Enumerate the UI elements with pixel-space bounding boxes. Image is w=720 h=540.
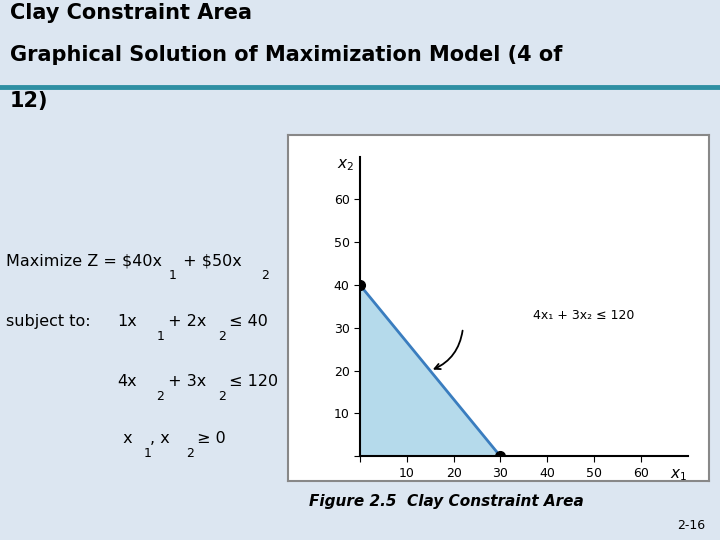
Text: , x: , x bbox=[150, 431, 170, 446]
Polygon shape bbox=[360, 285, 500, 456]
Text: 1: 1 bbox=[144, 448, 152, 461]
Text: 2: 2 bbox=[261, 269, 269, 282]
Text: ≤ 120: ≤ 120 bbox=[225, 374, 279, 389]
Text: Clay Constraint Area: Clay Constraint Area bbox=[10, 3, 252, 23]
Text: 1x: 1x bbox=[117, 314, 138, 329]
Text: Maximize Z = $40x: Maximize Z = $40x bbox=[6, 253, 162, 268]
Text: 12): 12) bbox=[10, 91, 48, 111]
Text: 2: 2 bbox=[156, 390, 164, 403]
Text: Graphical Solution of Maximization Model (4 of: Graphical Solution of Maximization Model… bbox=[10, 45, 562, 65]
Text: subject to:: subject to: bbox=[6, 314, 91, 329]
Text: + 2x: + 2x bbox=[163, 314, 206, 329]
Text: 2-16: 2-16 bbox=[678, 519, 706, 532]
Text: + $50x: + $50x bbox=[178, 253, 242, 268]
Text: + 3x: + 3x bbox=[163, 374, 206, 389]
Text: 2: 2 bbox=[186, 448, 194, 461]
Text: x: x bbox=[117, 431, 132, 446]
Text: 1: 1 bbox=[156, 330, 164, 343]
Text: 2: 2 bbox=[218, 390, 226, 403]
Text: $x_1$: $x_1$ bbox=[670, 468, 687, 483]
Text: ≥ 0: ≥ 0 bbox=[192, 431, 225, 446]
Text: 1: 1 bbox=[168, 269, 176, 282]
Text: ≤ 40: ≤ 40 bbox=[225, 314, 269, 329]
Text: 4x₁ + 3x₂ ≤ 120: 4x₁ + 3x₂ ≤ 120 bbox=[534, 308, 634, 321]
Text: Figure 2.5  Clay Constraint Area: Figure 2.5 Clay Constraint Area bbox=[309, 494, 584, 509]
Text: 2: 2 bbox=[218, 330, 226, 343]
Text: $x_2$: $x_2$ bbox=[338, 157, 354, 173]
Text: 4x: 4x bbox=[117, 374, 138, 389]
